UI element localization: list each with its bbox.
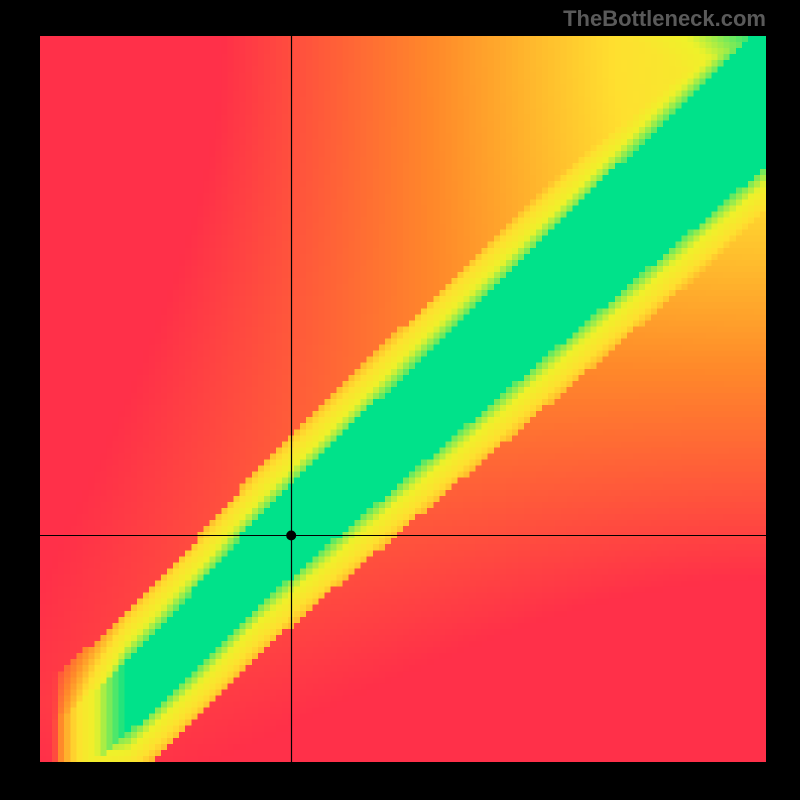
crosshair-overlay <box>40 36 766 762</box>
watermark-text: TheBottleneck.com <box>563 6 766 32</box>
heatmap-plot <box>40 36 766 762</box>
